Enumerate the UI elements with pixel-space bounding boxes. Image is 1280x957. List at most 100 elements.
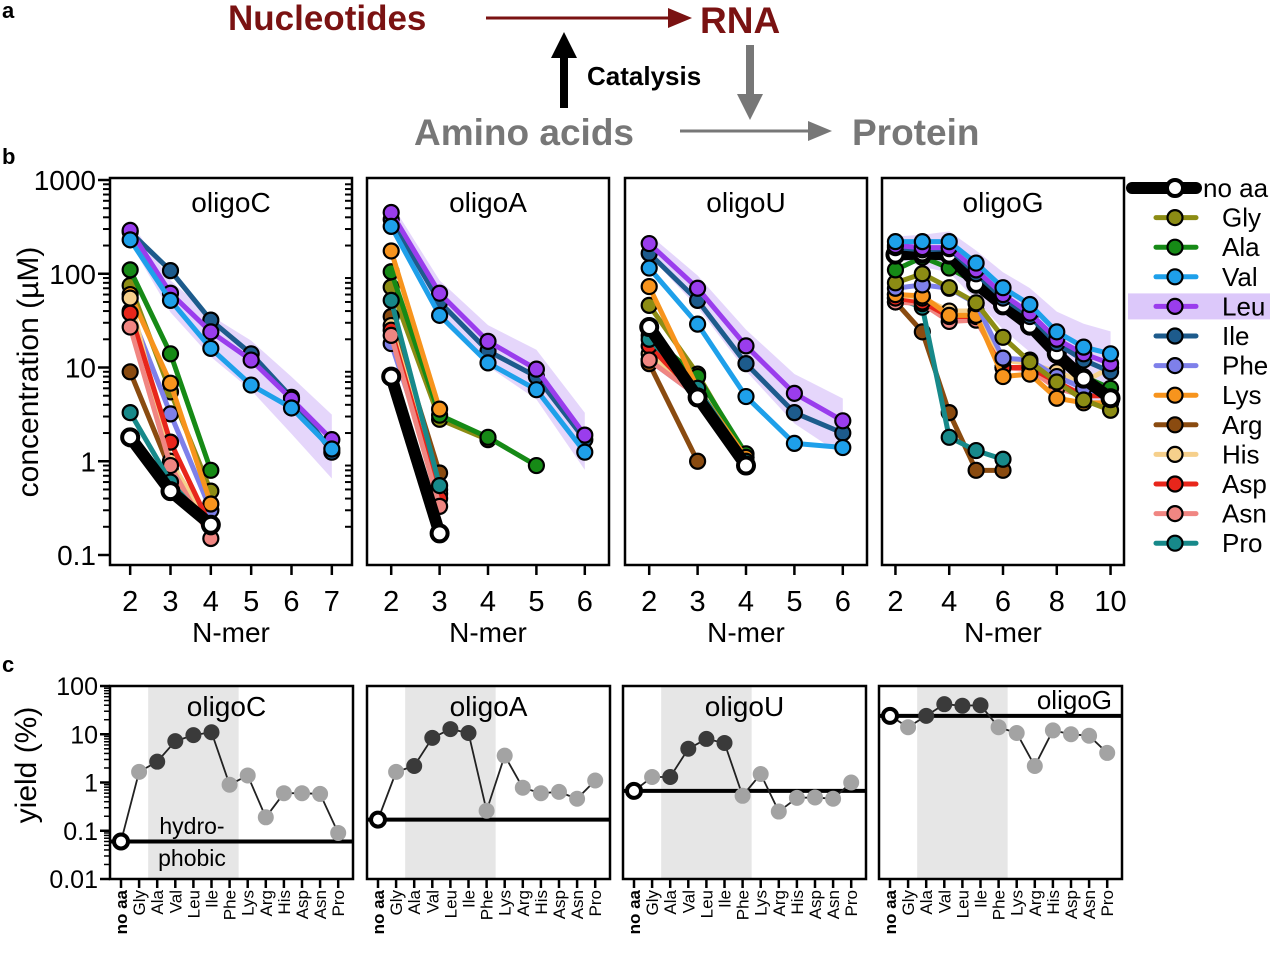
data-point-no-aa bbox=[1100, 388, 1121, 409]
x-tick-label: Ile bbox=[716, 890, 735, 908]
x-tick-label: Ala bbox=[661, 889, 680, 914]
x-tick-label: 6 bbox=[577, 586, 593, 618]
data-point-lys bbox=[640, 277, 658, 296]
arrow-nucleotides-to-rna bbox=[486, 8, 692, 28]
x-tick-label: 3 bbox=[162, 586, 178, 618]
legend-marker bbox=[1166, 268, 1184, 286]
data-point-lys bbox=[239, 767, 256, 784]
chart-title: oligoG bbox=[963, 187, 1044, 218]
x-tick-label: Asn bbox=[568, 890, 587, 919]
x-tick-label: 2 bbox=[641, 586, 657, 618]
y-tick-label: 1 bbox=[80, 446, 96, 477]
legend-item-leu: Leu bbox=[1128, 291, 1270, 321]
data-point-gly bbox=[967, 294, 985, 312]
data-point-val bbox=[282, 399, 301, 417]
chart-c-oligoU: no aa Gly Ala Val Leu Ile Phe Lys Arg His Asp Asn Pr… bbox=[621, 684, 868, 934]
chart-title: oligoA bbox=[450, 691, 528, 722]
x-tick-label: Val bbox=[935, 890, 954, 913]
data-point-asn bbox=[569, 790, 586, 807]
legend-item-val: Val bbox=[1153, 262, 1258, 292]
legend-marker bbox=[1166, 357, 1184, 375]
x-tick-label: His bbox=[532, 890, 551, 915]
chart-b-oligoA: oligoA 2 3 4 5 6 N-mer bbox=[365, 176, 611, 648]
y-tick-label: 10 bbox=[70, 721, 98, 749]
x-tick-label: 2 bbox=[383, 586, 399, 618]
data-point-phe bbox=[221, 776, 238, 793]
x-tick-label: 5 bbox=[528, 586, 544, 618]
data-point-lys bbox=[202, 495, 220, 513]
data-point-ala bbox=[918, 707, 935, 724]
data-point-leu bbox=[527, 360, 546, 378]
data-point-leu bbox=[954, 697, 971, 714]
x-tick-label: 6 bbox=[283, 586, 299, 618]
data-point-pro bbox=[587, 772, 604, 789]
data-point-ile bbox=[203, 724, 220, 741]
data-point-val bbox=[936, 696, 953, 713]
data-point-leu bbox=[688, 279, 707, 297]
data-point-val bbox=[940, 233, 958, 251]
data-point-val bbox=[1021, 295, 1039, 314]
x-tick-label: Gly bbox=[643, 890, 662, 916]
x-tick-label: 4 bbox=[480, 586, 496, 618]
data-point-arg bbox=[121, 363, 139, 381]
data-point-val bbox=[785, 434, 804, 453]
data-point-gly bbox=[388, 763, 405, 780]
plot-frame bbox=[365, 684, 612, 881]
x-tick-label: Leu bbox=[697, 890, 716, 918]
x-tick-label: Val bbox=[679, 890, 698, 913]
series-line-arg bbox=[646, 362, 700, 463]
y-tick-label: 100 bbox=[49, 259, 96, 290]
x-tick-label: Ala bbox=[148, 889, 167, 914]
hydrophobic-annotation: hydro- bbox=[159, 813, 224, 839]
legend-label: Asn bbox=[1222, 499, 1267, 529]
data-point-pro bbox=[967, 441, 985, 460]
hydrophobic-shaded-region bbox=[661, 686, 752, 879]
data-point-leu bbox=[185, 727, 202, 744]
data-point-val bbox=[323, 440, 341, 458]
data-point-lys bbox=[994, 367, 1012, 386]
chart-title: oligoU bbox=[706, 187, 785, 218]
data-point-val bbox=[202, 339, 220, 357]
data-point-lys bbox=[752, 766, 769, 783]
data-point-leu bbox=[640, 234, 658, 253]
legend-marker bbox=[1166, 297, 1184, 315]
legend-item-no-aa: no aa bbox=[1126, 173, 1269, 203]
panel-label-b: b bbox=[2, 144, 15, 169]
panel-a-diagram: a Nucleotides RNA Catalysis Amino acids … bbox=[2, 0, 979, 153]
data-point-no-aa bbox=[381, 366, 402, 387]
data-point-val bbox=[424, 729, 441, 746]
data-point-val bbox=[1048, 323, 1066, 341]
data-point-pro bbox=[940, 428, 958, 446]
x-tick-label: 2 bbox=[122, 586, 138, 618]
series-line-ala bbox=[388, 270, 538, 468]
x-tick-label: Phe bbox=[990, 890, 1009, 920]
data-point-ile bbox=[785, 404, 804, 422]
data-point-no-aa bbox=[369, 810, 387, 829]
x-tick-label: Arg bbox=[257, 890, 276, 916]
legend-item-asp: Asp bbox=[1153, 469, 1267, 499]
x-tick-label: Lys bbox=[496, 890, 515, 916]
legend-marker bbox=[1166, 327, 1184, 345]
legend-marker bbox=[1166, 209, 1184, 227]
plot-frame bbox=[877, 684, 1124, 881]
data-point-his bbox=[121, 289, 139, 307]
data-point-val bbox=[121, 231, 139, 249]
x-tick-label: His bbox=[275, 890, 294, 915]
x-tick-label: 4 bbox=[738, 586, 754, 618]
data-point-no-aa bbox=[429, 523, 450, 544]
data-point-gly bbox=[1048, 373, 1066, 391]
y-tick-label: 100 bbox=[56, 673, 98, 701]
x-tick-label: 4 bbox=[203, 586, 219, 618]
data-point-ala bbox=[149, 753, 166, 770]
data-point-ile bbox=[161, 262, 180, 280]
x-tick-label: Val bbox=[423, 890, 442, 913]
data-point-gly bbox=[994, 328, 1012, 346]
x-tick-label: 10 bbox=[1094, 586, 1126, 618]
data-point-val bbox=[479, 354, 497, 372]
legend-label: Asp bbox=[1222, 469, 1267, 499]
series-line-asn bbox=[388, 334, 443, 508]
x-tick-label: Phe bbox=[734, 890, 753, 920]
x-tick-label: Pro bbox=[329, 890, 348, 916]
legend-item-lys: Lys bbox=[1153, 380, 1262, 410]
